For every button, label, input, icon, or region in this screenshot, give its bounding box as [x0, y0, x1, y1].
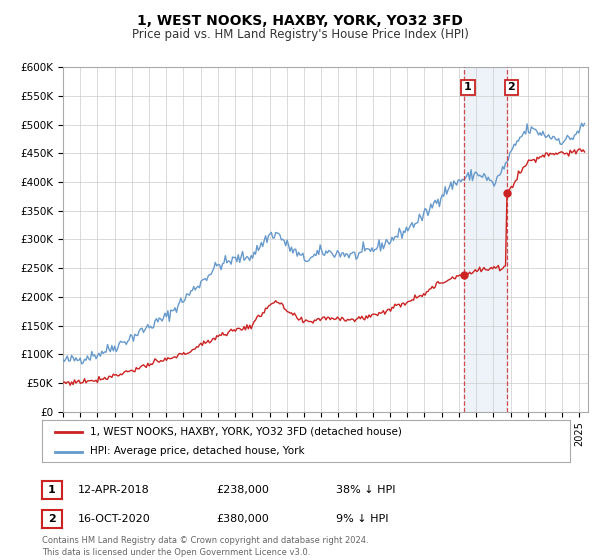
Text: 1, WEST NOOKS, HAXBY, YORK, YO32 3FD: 1, WEST NOOKS, HAXBY, YORK, YO32 3FD [137, 14, 463, 28]
Text: 38% ↓ HPI: 38% ↓ HPI [336, 485, 395, 495]
Text: 1: 1 [48, 485, 56, 495]
Text: £380,000: £380,000 [216, 514, 269, 524]
Text: 2: 2 [508, 82, 515, 92]
Text: Contains HM Land Registry data © Crown copyright and database right 2024.
This d: Contains HM Land Registry data © Crown c… [42, 536, 368, 557]
Text: 2: 2 [48, 514, 56, 524]
Text: 1, WEST NOOKS, HAXBY, YORK, YO32 3FD (detached house): 1, WEST NOOKS, HAXBY, YORK, YO32 3FD (de… [89, 427, 401, 437]
Text: £238,000: £238,000 [216, 485, 269, 495]
Bar [464, 67, 507, 412]
Text: HPI: Average price, detached house, York: HPI: Average price, detached house, York [89, 446, 304, 456]
Text: Price paid vs. HM Land Registry's House Price Index (HPI): Price paid vs. HM Land Registry's House … [131, 28, 469, 41]
Text: 12-APR-2018: 12-APR-2018 [78, 485, 150, 495]
Text: 1: 1 [464, 82, 472, 92]
Text: 9% ↓ HPI: 9% ↓ HPI [336, 514, 389, 524]
Text: 16-OCT-2020: 16-OCT-2020 [78, 514, 151, 524]
